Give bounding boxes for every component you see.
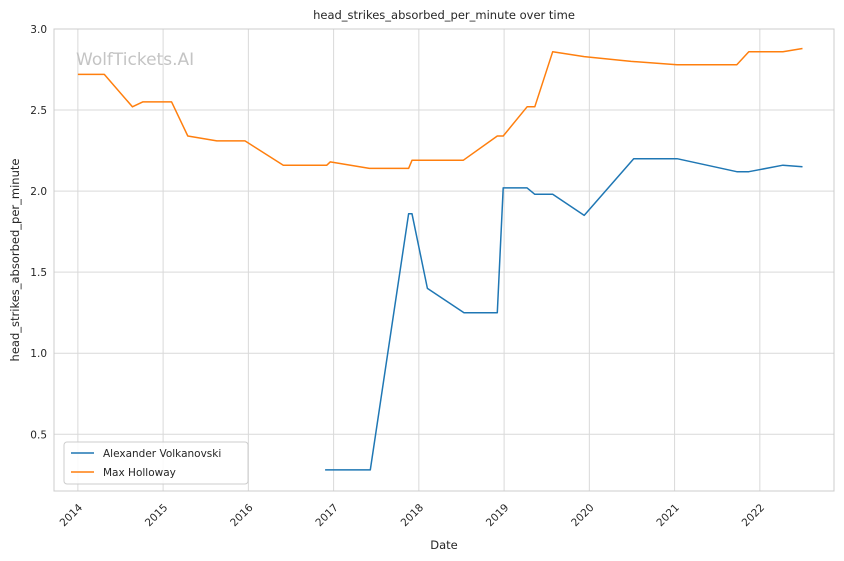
legend-entry-0: Alexander Volkanovski [103, 448, 221, 460]
y-tick-label: 0.5 [30, 429, 47, 441]
series-line-0 [325, 157, 803, 471]
legend-entry-1: Max Holloway [103, 467, 176, 479]
series-line-1 [77, 47, 803, 170]
series-layer [77, 47, 803, 471]
x-axis-label: Date [430, 538, 458, 552]
y-tick-label: 2.5 [30, 105, 47, 117]
y-tick-label: 2.0 [30, 186, 47, 198]
legend-box [63, 441, 249, 485]
y-tick-label: 1.5 [30, 267, 47, 279]
chart-title: head_strikes_absorbed_per_minute over ti… [313, 8, 575, 22]
y-axis-label: head_strikes_absorbed_per_minute [8, 159, 22, 362]
plot-frame [53, 28, 835, 492]
y-tick-label: 1.0 [30, 348, 47, 360]
legend: Alexander Volkanovski Max Holloway [63, 441, 249, 485]
watermark: WolfTickets.AI [76, 50, 194, 70]
y-tick-label: 3.0 [30, 24, 47, 36]
y-tick-labels: 0.5 1.0 1.5 2.0 2.5 3.0 [30, 24, 47, 441]
